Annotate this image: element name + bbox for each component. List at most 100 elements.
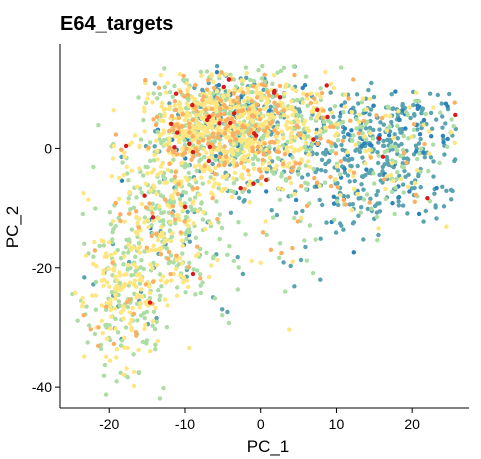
data-point — [126, 242, 131, 247]
data-point — [314, 91, 320, 97]
data-point — [207, 144, 212, 150]
data-point — [127, 280, 133, 285]
data-point — [311, 166, 316, 172]
data-point — [288, 106, 294, 111]
data-point — [236, 265, 241, 270]
data-point — [136, 370, 141, 376]
data-point — [153, 347, 158, 352]
data-point — [194, 108, 199, 114]
data-point — [206, 179, 212, 185]
data-point — [145, 171, 150, 176]
data-point — [190, 186, 196, 191]
data-point — [295, 112, 301, 118]
data-point — [113, 132, 119, 137]
data-point — [198, 276, 203, 281]
data-point — [204, 250, 209, 255]
data-point — [337, 114, 343, 119]
data-point — [219, 70, 224, 75]
data-point — [187, 239, 192, 244]
data-point — [191, 221, 196, 226]
data-point — [150, 266, 155, 271]
data-point — [91, 261, 96, 266]
data-point — [253, 123, 258, 128]
data-point — [246, 172, 252, 177]
data-point — [256, 127, 262, 132]
data-point — [306, 128, 312, 133]
data-point — [367, 200, 372, 205]
data-point — [331, 201, 337, 206]
data-point — [215, 102, 220, 108]
data-point — [434, 185, 439, 191]
data-point — [412, 180, 418, 186]
data-point — [118, 212, 123, 217]
data-point — [317, 197, 322, 203]
data-point — [298, 257, 304, 263]
data-point — [93, 293, 99, 298]
data-point — [319, 90, 325, 96]
data-point — [124, 366, 129, 371]
data-point — [414, 90, 419, 95]
data-point — [183, 290, 188, 295]
data-point — [206, 136, 211, 141]
data-point — [289, 193, 294, 198]
data-point — [328, 81, 333, 87]
data-point — [253, 110, 259, 116]
data-point — [266, 149, 272, 155]
data-point — [281, 135, 286, 141]
data-point — [157, 204, 162, 209]
data-point — [289, 132, 294, 137]
data-point — [318, 236, 323, 241]
data-point — [186, 134, 191, 139]
data-point — [367, 147, 372, 153]
data-point — [315, 107, 320, 113]
data-point — [367, 96, 373, 102]
data-point — [252, 166, 257, 171]
data-point — [160, 161, 165, 166]
data-point — [360, 155, 365, 160]
data-point — [220, 313, 225, 318]
data-point — [263, 119, 268, 125]
data-point — [166, 140, 172, 145]
data-point — [235, 254, 240, 260]
data-point — [294, 116, 299, 122]
data-point — [134, 195, 139, 200]
data-point — [287, 175, 292, 180]
data-point — [391, 135, 396, 141]
data-point — [391, 178, 396, 183]
data-point — [108, 301, 113, 306]
data-point — [431, 174, 436, 179]
data-point — [183, 231, 188, 236]
data-point — [86, 323, 92, 328]
data-point — [115, 287, 120, 293]
data-point — [145, 218, 150, 223]
data-point — [141, 266, 146, 272]
data-point — [115, 330, 121, 335]
data-point — [438, 110, 443, 115]
data-point — [221, 111, 227, 117]
data-point — [301, 122, 306, 127]
data-point — [276, 255, 282, 260]
data-point — [114, 355, 119, 360]
data-point — [339, 65, 344, 70]
data-point — [441, 204, 447, 209]
data-point — [116, 175, 122, 181]
data-point — [154, 191, 159, 197]
data-point — [141, 105, 147, 111]
data-point — [235, 114, 240, 120]
data-point — [258, 91, 264, 96]
data-point — [251, 162, 256, 167]
data-point — [167, 128, 172, 134]
data-point — [128, 297, 133, 302]
data-point — [149, 248, 154, 253]
data-point — [265, 99, 270, 105]
data-point — [258, 122, 263, 127]
data-point — [137, 250, 143, 255]
data-point — [362, 134, 367, 139]
data-point — [246, 107, 252, 112]
data-point — [158, 278, 164, 283]
data-point — [393, 185, 398, 190]
data-point — [340, 138, 345, 144]
data-point — [107, 358, 113, 363]
data-point — [269, 208, 274, 213]
data-point — [296, 131, 302, 136]
